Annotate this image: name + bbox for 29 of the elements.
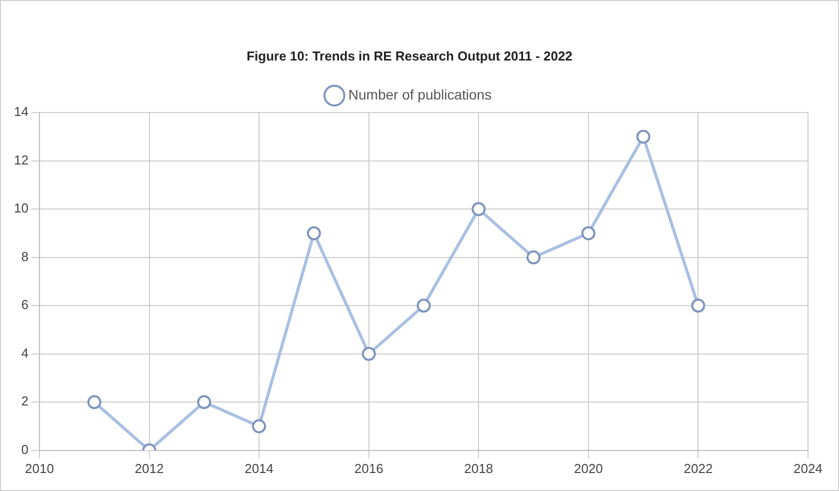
y-tick-label: 4 bbox=[21, 345, 28, 360]
point bbox=[636, 130, 650, 144]
y-tick-label: 8 bbox=[21, 248, 28, 264]
point bbox=[362, 346, 376, 361]
x-tick-label: 2012 bbox=[134, 460, 164, 476]
x-tick-label: 2010 bbox=[25, 460, 54, 476]
x-tick-label: 2020 bbox=[574, 460, 603, 476]
x-tick-label: 2016 bbox=[354, 460, 384, 476]
point bbox=[526, 250, 541, 264]
x-tick-label: 2022 bbox=[684, 460, 713, 476]
x-tick-label: 2024 bbox=[794, 460, 822, 476]
point bbox=[581, 226, 596, 240]
y-tick-label: 10 bbox=[14, 200, 28, 216]
y-tick-label: 12 bbox=[14, 152, 28, 168]
point bbox=[306, 226, 321, 240]
x-tick-label: 2018 bbox=[464, 460, 494, 476]
x-tick-label: 2014 bbox=[244, 460, 274, 476]
y-tick-label: 6 bbox=[21, 297, 28, 312]
chart-title: Figure 10: Trends in RE Research Output 2011 - 2022 bbox=[246, 48, 572, 64]
point bbox=[416, 298, 431, 313]
point bbox=[87, 395, 102, 410]
legend-label: Number of publications bbox=[348, 86, 492, 102]
y-tick-label: 14 bbox=[14, 104, 28, 120]
y-tick-label: 2 bbox=[21, 394, 28, 409]
point bbox=[472, 202, 486, 216]
y-tick-label: 0 bbox=[21, 442, 28, 457]
point bbox=[197, 395, 212, 410]
point bbox=[691, 298, 706, 313]
point bbox=[252, 419, 266, 434]
